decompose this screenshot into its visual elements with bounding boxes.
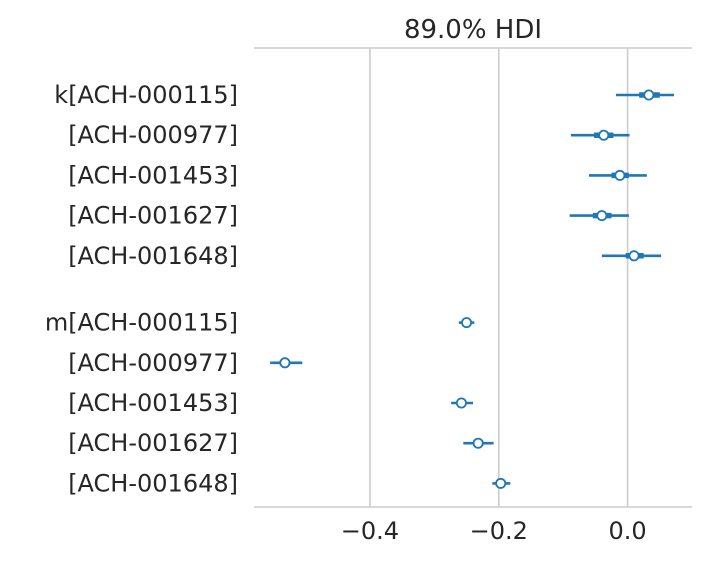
x-tick-label: −0.2 xyxy=(470,517,528,545)
row-label: [ACH-001453] xyxy=(68,389,238,417)
row-label: [ACH-001453] xyxy=(68,161,238,189)
mean-point xyxy=(279,357,291,369)
x-tick-label: −0.4 xyxy=(341,517,399,545)
row-label: [ACH-001648] xyxy=(68,469,238,497)
x-tick-labels: −0.4 −0.2 0.0 xyxy=(341,517,647,545)
row-label: [ACH-001627] xyxy=(68,202,238,230)
row-label: [ACH-001627] xyxy=(68,429,238,457)
mean-point xyxy=(643,89,655,101)
mean-point xyxy=(598,129,610,141)
row-label: m[ACH-000115] xyxy=(45,309,238,337)
mean-point xyxy=(455,397,467,409)
y-tick-labels: k[ACH-000115] [ACH-000977] [ACH-001453] [AC… xyxy=(45,81,238,497)
mean-point xyxy=(628,250,640,262)
x-tick-label: 0.0 xyxy=(609,517,647,545)
row-label: [ACH-000977] xyxy=(68,121,238,149)
chart-title: 89.0% HDI xyxy=(404,15,542,45)
mean-point xyxy=(461,317,473,329)
mean-point xyxy=(596,210,608,222)
row-label: [ACH-001648] xyxy=(68,242,238,270)
mean-point xyxy=(614,169,626,181)
mean-point xyxy=(495,477,507,489)
hdi-marks xyxy=(270,89,674,489)
mean-point xyxy=(472,437,484,449)
row-label: [ACH-000977] xyxy=(68,349,238,377)
row-label: k[ACH-000115] xyxy=(54,81,238,109)
gridlines xyxy=(369,48,629,507)
